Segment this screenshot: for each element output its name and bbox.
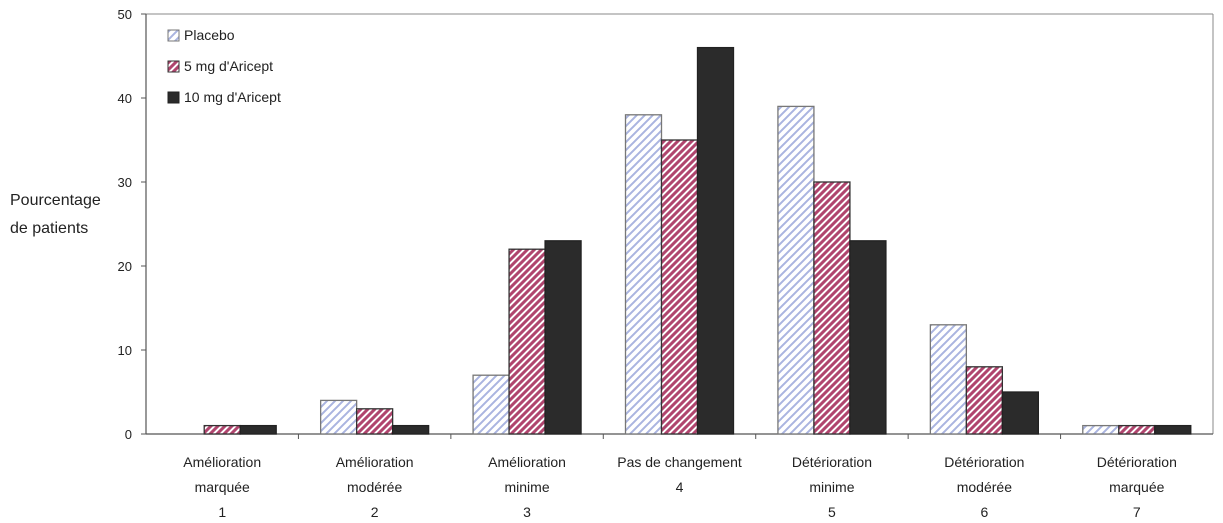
bar-3-cat-2 — [391, 424, 430, 435]
x-category-label: 1 — [218, 504, 226, 520]
bars — [203, 46, 1192, 435]
x-category-label: modérée — [347, 479, 402, 495]
x-category-label: Détérioration — [944, 454, 1024, 470]
bar-2-cat-1 — [203, 424, 241, 435]
x-category-label: 5 — [828, 504, 836, 520]
bar-2-cat-2 — [355, 408, 394, 435]
y-tick-label: 20 — [118, 259, 132, 274]
legend-swatch — [167, 29, 180, 42]
x-category-label: 7 — [1133, 504, 1141, 520]
x-category-label: minime — [505, 479, 550, 495]
bar-1-cat-7 — [1082, 424, 1120, 435]
legend-swatch — [167, 91, 180, 104]
y-axis-title: de patients — [10, 220, 88, 237]
bar-1-cat-6 — [929, 324, 968, 435]
legend-swatch — [167, 60, 180, 73]
legend-label: 10 mg d'Aricept — [184, 89, 281, 105]
bar-3-cat-3 — [544, 240, 582, 435]
y-tick-label: 40 — [118, 91, 132, 106]
x-category-label: 6 — [980, 504, 988, 520]
y-tick-label: 30 — [118, 175, 132, 190]
x-category-label: Amélioration — [488, 454, 566, 470]
x-category-label: 2 — [371, 504, 379, 520]
x-category-label: Pas de changement — [617, 454, 742, 470]
bar-3-cat-6 — [1001, 391, 1040, 435]
legend-label: 5 mg d'Aricept — [184, 58, 273, 74]
bar-2-cat-6 — [965, 366, 1004, 435]
x-category-label: minime — [809, 479, 854, 495]
y-tick-label: 0 — [125, 427, 132, 442]
bar-2-cat-4 — [660, 139, 699, 435]
bar-2-cat-7 — [1118, 424, 1156, 435]
x-category-label: 4 — [676, 479, 684, 495]
bar-1-cat-5 — [777, 105, 815, 435]
legend-label: Placebo — [184, 27, 235, 43]
x-category-label: Amélioration — [183, 454, 261, 470]
bar-3-cat-1 — [239, 424, 277, 435]
x-category-label: 3 — [523, 504, 531, 520]
bar-3-cat-5 — [849, 240, 887, 435]
x-category-label: Détérioration — [792, 454, 872, 470]
bar-1-cat-4 — [624, 114, 663, 435]
x-axis-labels: Amélioration marquée 1 Amélioration modérée 2… — [183, 454, 1177, 520]
legend: Placebo 5 mg d'Aricept 10 mg d'Aricept — [167, 27, 281, 105]
y-tick-label: 50 — [118, 7, 132, 22]
y-axis-title: Pourcentage — [10, 192, 101, 209]
x-category-label: Amélioration — [336, 454, 414, 470]
bar-3-cat-4 — [696, 46, 735, 435]
bar-3-cat-7 — [1154, 424, 1192, 435]
bar-2-cat-3 — [508, 248, 546, 435]
bar-1-cat-3 — [472, 374, 510, 435]
x-category-label: modérée — [957, 479, 1012, 495]
y-axis-label: Pourcentage de patients — [10, 192, 101, 237]
y-tick-label: 10 — [118, 343, 132, 358]
x-category-label: Détérioration — [1097, 454, 1177, 470]
bar-2-cat-5 — [813, 181, 851, 435]
bar-1-cat-2 — [319, 399, 358, 435]
x-category-label: marquée — [1109, 479, 1164, 495]
x-category-label: marquée — [195, 479, 250, 495]
